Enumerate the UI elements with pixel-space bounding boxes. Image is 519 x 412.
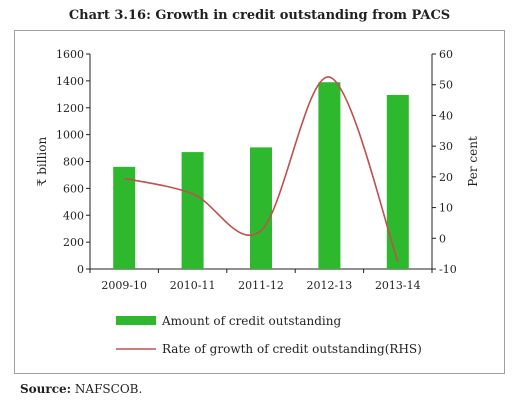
x-tick-label: 2012-13: [307, 279, 353, 292]
bar: [386, 94, 409, 269]
left-tick-label: 600: [63, 182, 84, 195]
right-tick-label: 30: [439, 140, 453, 153]
legend: Amount of credit outstanding Rate of grow…: [116, 314, 422, 356]
bars: [113, 82, 409, 269]
left-tick-label: 200: [63, 236, 84, 249]
left-tick-label: 800: [63, 156, 84, 169]
growth-rate-line: [124, 76, 399, 262]
x-tick-label: 2013-14: [375, 279, 421, 292]
chart-frame: [14, 30, 505, 374]
x-tick-label: 2009-10: [101, 279, 147, 292]
right-tick-label: -10: [439, 263, 457, 276]
left-tick-label: 0: [77, 263, 84, 276]
y-axis-title: ₹ billion: [35, 137, 49, 187]
left-tick-label: 1200: [56, 102, 84, 115]
ticks: 0 200 400 600 800 1000 1200 1400 1600 -10 0 10 20 30 4…: [35, 48, 480, 292]
right-tick-label: 50: [439, 79, 453, 92]
x-tick-label: 2011-12: [238, 279, 284, 292]
y2-axis-title: Per cent: [466, 136, 480, 187]
legend-label-bar: Amount of credit outstanding: [161, 314, 341, 328]
right-tick-label: 60: [439, 48, 453, 61]
left-tick-label: 1000: [56, 129, 84, 142]
x-tick-label: 2010-11: [170, 279, 216, 292]
source-note: Source: NAFSCOB.: [20, 382, 142, 396]
right-tick-label: 40: [439, 109, 453, 122]
right-tick-label: 10: [439, 202, 453, 215]
bar: [181, 152, 204, 269]
bar: [318, 82, 341, 269]
right-tick-label: 20: [439, 171, 453, 184]
bar: [250, 147, 272, 269]
legend-label-line: Rate of growth of credit outstanding(RHS…: [162, 342, 422, 356]
bar: [113, 166, 136, 269]
left-tick-label: 400: [63, 209, 84, 222]
source-text: NAFSCOB.: [74, 382, 143, 396]
growth-line-layer: [124, 76, 399, 262]
source-label: Source:: [20, 382, 72, 396]
left-tick-label: 1600: [56, 48, 84, 61]
left-tick-label: 1400: [56, 75, 84, 88]
right-tick-label: 0: [439, 232, 446, 245]
legend-swatch-bar: [116, 316, 156, 325]
chart-title: Chart 3.16: Growth in credit outstanding…: [68, 8, 451, 23]
